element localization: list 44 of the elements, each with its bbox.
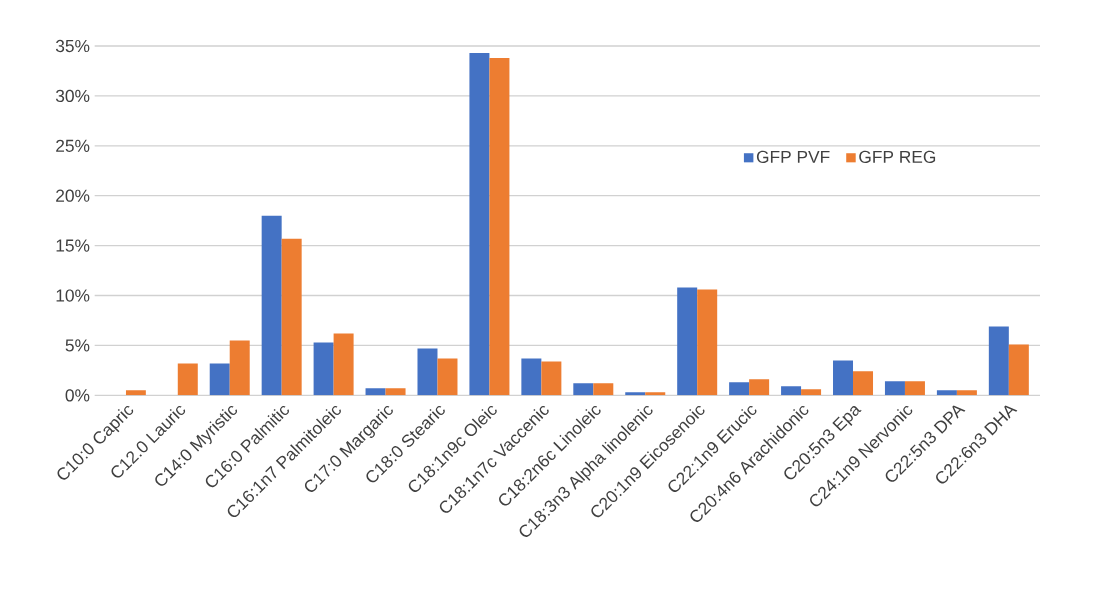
bar	[469, 52, 490, 396]
legend-label: GFP PVF	[756, 150, 830, 163]
bar	[229, 340, 250, 396]
y-tick-label: 5%	[65, 339, 90, 352]
bar	[729, 382, 750, 396]
bar	[781, 386, 802, 396]
bar	[593, 383, 614, 396]
bar	[417, 348, 438, 396]
y-tick-label: 30%	[55, 89, 90, 103]
bar	[884, 381, 905, 396]
bar	[521, 358, 542, 396]
bar	[801, 389, 822, 396]
bar	[209, 363, 230, 396]
bar	[261, 215, 282, 396]
bar	[645, 392, 666, 396]
bar	[333, 333, 354, 396]
bar	[365, 388, 386, 396]
bar	[625, 392, 646, 396]
y-tick-label: 10%	[56, 289, 90, 302]
bar	[936, 390, 957, 396]
bar	[541, 361, 562, 396]
bar	[853, 371, 874, 396]
bar	[313, 342, 334, 396]
bar	[956, 390, 977, 396]
y-tick-label: 35%	[55, 39, 90, 53]
bar	[125, 390, 146, 396]
bar	[904, 381, 925, 396]
bar	[437, 358, 458, 396]
y-tick-label: 0%	[65, 389, 90, 402]
bar	[833, 360, 854, 396]
bar	[749, 379, 770, 396]
bar	[177, 363, 198, 396]
y-tick-label: 20%	[56, 189, 90, 202]
bar	[697, 289, 718, 396]
bar	[489, 57, 510, 396]
bar	[385, 388, 406, 396]
bar	[988, 326, 1009, 396]
y-tick-label: 15%	[56, 239, 90, 252]
bar	[1008, 344, 1029, 396]
bar	[281, 238, 302, 396]
y-tick-label: 25%	[56, 139, 90, 152]
bar	[573, 383, 594, 396]
bar	[677, 287, 698, 396]
legend-label: GFP REG	[859, 150, 936, 163]
